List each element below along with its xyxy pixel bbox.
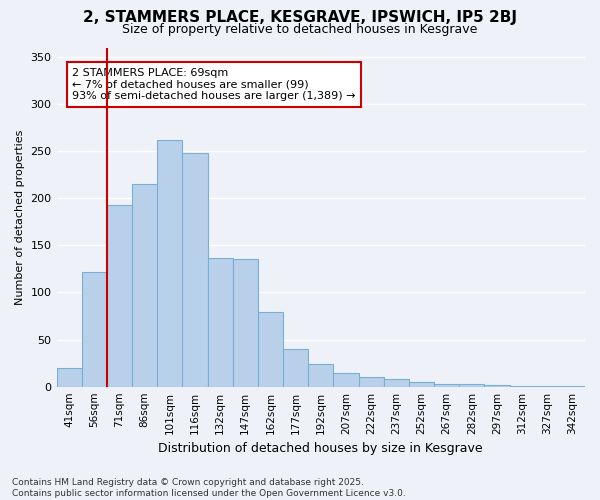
Bar bbox=[334, 372, 359, 386]
Bar bbox=[208, 258, 233, 386]
Text: Size of property relative to detached houses in Kesgrave: Size of property relative to detached ho… bbox=[122, 22, 478, 36]
Bar bbox=[233, 258, 258, 386]
Text: 2, STAMMERS PLACE, KESGRAVE, IPSWICH, IP5 2BJ: 2, STAMMERS PLACE, KESGRAVE, IPSWICH, IP… bbox=[83, 10, 517, 25]
Bar bbox=[359, 378, 383, 386]
Bar bbox=[182, 153, 208, 386]
Bar bbox=[258, 312, 283, 386]
Bar bbox=[409, 382, 434, 386]
Bar bbox=[132, 184, 157, 386]
Bar bbox=[434, 384, 459, 386]
Bar bbox=[484, 385, 509, 386]
Bar bbox=[459, 384, 484, 386]
Text: 2 STAMMERS PLACE: 69sqm
← 7% of detached houses are smaller (99)
93% of semi-det: 2 STAMMERS PLACE: 69sqm ← 7% of detached… bbox=[73, 68, 356, 101]
Bar bbox=[383, 379, 409, 386]
Y-axis label: Number of detached properties: Number of detached properties bbox=[15, 130, 25, 305]
Bar bbox=[157, 140, 182, 386]
Bar bbox=[56, 368, 82, 386]
X-axis label: Distribution of detached houses by size in Kesgrave: Distribution of detached houses by size … bbox=[158, 442, 483, 455]
Text: Contains HM Land Registry data © Crown copyright and database right 2025.
Contai: Contains HM Land Registry data © Crown c… bbox=[12, 478, 406, 498]
Bar bbox=[283, 349, 308, 387]
Bar bbox=[308, 364, 334, 386]
Bar bbox=[107, 205, 132, 386]
Bar bbox=[82, 272, 107, 386]
